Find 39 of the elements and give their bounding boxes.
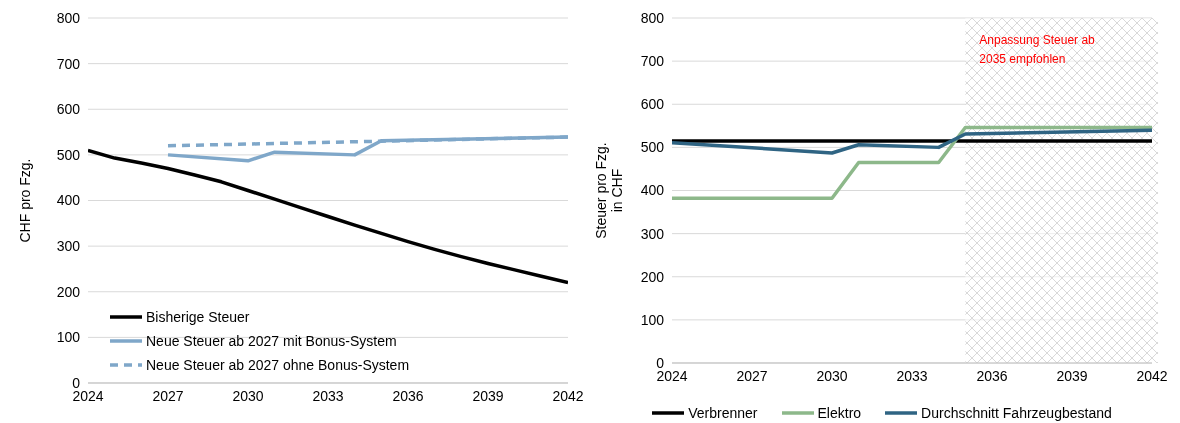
- legend-label: Verbrenner: [688, 405, 758, 421]
- x-tick-label: 2039: [1056, 367, 1088, 384]
- y-axis-title: Steuer pro Fzg. in CHF: [593, 142, 625, 239]
- legend-label: Neue Steuer ab 2027 mit Bonus-System: [146, 333, 397, 349]
- y-tick-label: 500: [56, 146, 81, 163]
- x-tick-label: 2033: [312, 387, 344, 404]
- y-tick-label: 300: [56, 238, 81, 255]
- y-tick-label: 200: [56, 283, 81, 300]
- x-tick-label: 2036: [976, 367, 1008, 384]
- line-series: [88, 148, 568, 285]
- legend-label: Neue Steuer ab 2027 ohne Bonus-System: [146, 357, 410, 373]
- y-tick-label: 200: [640, 268, 665, 285]
- y-tick-label: 700: [56, 55, 81, 72]
- y-tick-label: 700: [640, 53, 665, 70]
- line-series: [672, 128, 1152, 155]
- x-tick-label: 2039: [472, 387, 504, 404]
- y-axis-title: CHF pro Fzg.: [17, 158, 33, 243]
- y-tick-label: 500: [640, 139, 665, 156]
- x-tick-label: 2030: [232, 387, 264, 404]
- band-label: Anpassung Steuer ab 2035 empfohlen: [979, 33, 1096, 66]
- y-tick-label: 300: [640, 225, 665, 242]
- y-tick-label: 400: [640, 182, 665, 199]
- y-tick-label: 400: [56, 192, 81, 209]
- y-tick-label: 800: [640, 9, 665, 26]
- x-tick-label: 2027: [152, 387, 184, 404]
- x-tick-label: 2030: [816, 367, 848, 384]
- x-tick-label: 2042: [552, 387, 584, 404]
- legend-label: Bisherige Steuer: [146, 309, 250, 325]
- x-tick-label: 2042: [1136, 367, 1168, 384]
- legend-label: Elektro: [817, 405, 862, 421]
- x-tick-label: 2027: [736, 367, 768, 384]
- y-tick-label: 600: [56, 101, 81, 118]
- x-tick-label: 2036: [392, 387, 424, 404]
- y-tick-label: 100: [640, 311, 665, 328]
- y-tick-label: 100: [56, 329, 81, 346]
- y-tick-label: 800: [56, 9, 81, 26]
- x-tick-label: 2033: [896, 367, 928, 384]
- y-tick-label: 600: [640, 96, 665, 113]
- legend-label: Durchschnitt Fahrzeugbestand: [921, 405, 1112, 421]
